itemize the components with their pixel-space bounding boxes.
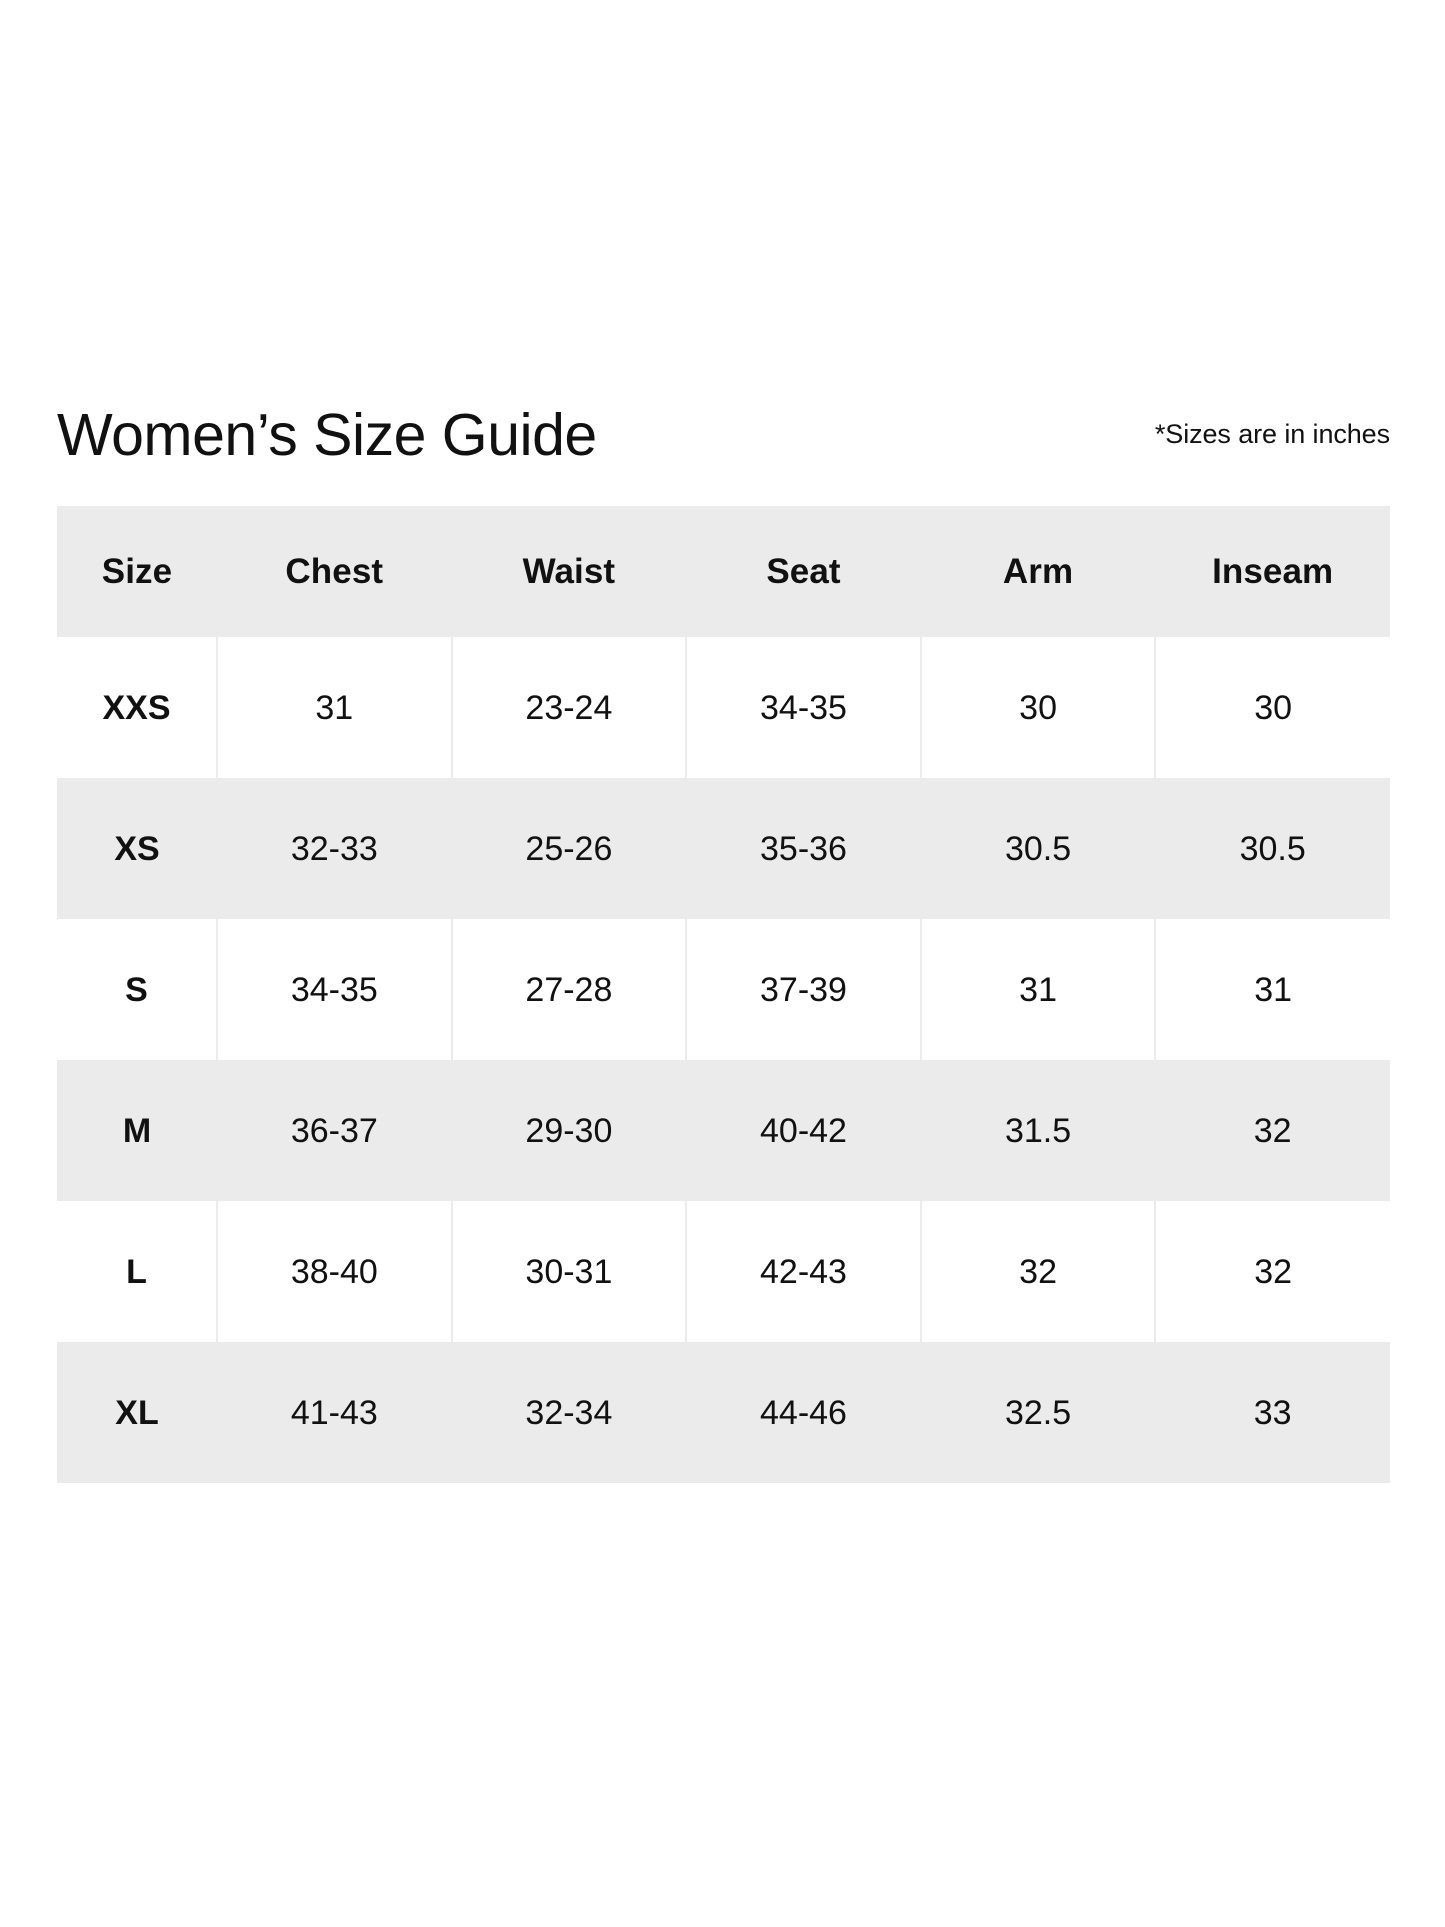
cell-size: S bbox=[125, 970, 148, 1009]
cell-arm: 30 bbox=[919, 637, 1156, 778]
cell-waist: 29-30 bbox=[525, 1111, 613, 1150]
cell-size: XXS bbox=[102, 688, 171, 727]
cell-size: XL bbox=[115, 1393, 159, 1432]
table-row: L 38-40 30-31 42-43 32 32 bbox=[57, 1201, 1390, 1342]
cell-size: XS bbox=[114, 829, 160, 868]
cell-chest: 31 bbox=[216, 637, 452, 778]
table-row: M 36-37 29-30 40-42 31.5 32 bbox=[57, 1060, 1390, 1201]
cell-seat: 37-39 bbox=[685, 919, 921, 1060]
column-header-size: Size bbox=[101, 552, 173, 591]
page-header: Women’s Size Guide *Sizes are in inches bbox=[57, 365, 1390, 506]
table-row: XL 41-43 32-34 44-46 32.5 33 bbox=[57, 1342, 1390, 1483]
column-header-inseam: Inseam bbox=[1212, 552, 1334, 591]
cell-inseam: 31 bbox=[1154, 919, 1390, 1060]
size-table-container: Size Chest Waist Seat Arm Inseam XXS 31 … bbox=[57, 506, 1390, 1483]
page-title: Women’s Size Guide bbox=[57, 401, 597, 468]
cell-seat: 35-36 bbox=[760, 829, 847, 868]
units-note: *Sizes are in inches bbox=[1154, 418, 1390, 449]
cell-arm: 31.5 bbox=[1004, 1111, 1072, 1150]
cell-size: L bbox=[126, 1252, 147, 1291]
size-chart-table: Size Chest Waist Seat Arm Inseam XXS 31 … bbox=[57, 506, 1390, 1483]
table-body: XXS 31 23-24 34-35 30 30 XS 32-33 25-26 … bbox=[57, 637, 1390, 1483]
table-header-row: Size Chest Waist Seat Arm Inseam bbox=[57, 506, 1390, 637]
cell-inseam: 33 bbox=[1253, 1393, 1292, 1432]
cell-chest: 38-40 bbox=[216, 1201, 452, 1342]
cell-seat: 40-42 bbox=[760, 1111, 847, 1150]
table-row: S 34-35 27-28 37-39 31 31 bbox=[57, 919, 1390, 1060]
cell-chest: 36-37 bbox=[290, 1111, 378, 1150]
cell-inseam: 32 bbox=[1253, 1111, 1292, 1150]
cell-arm: 31 bbox=[919, 919, 1156, 1060]
cell-waist: 30-31 bbox=[450, 1201, 687, 1342]
cell-arm: 32.5 bbox=[1004, 1393, 1072, 1432]
column-header-waist: Waist bbox=[522, 552, 616, 591]
cell-arm: 30.5 bbox=[1004, 829, 1072, 868]
cell-waist: 23-24 bbox=[450, 637, 687, 778]
cell-seat: 34-35 bbox=[685, 637, 921, 778]
table-row: XXS 31 23-24 34-35 30 30 bbox=[57, 637, 1390, 778]
cell-waist: 27-28 bbox=[450, 919, 687, 1060]
cell-waist: 25-26 bbox=[525, 829, 613, 868]
cell-seat: 44-46 bbox=[760, 1393, 847, 1432]
table-header: Size Chest Waist Seat Arm Inseam bbox=[57, 506, 1390, 637]
cell-arm: 32 bbox=[919, 1201, 1156, 1342]
table-row: XS 32-33 25-26 35-36 30.5 30.5 bbox=[57, 778, 1390, 919]
column-header-arm: Arm bbox=[1002, 552, 1074, 591]
cell-seat: 42-43 bbox=[685, 1201, 921, 1342]
column-header-chest: Chest bbox=[285, 552, 384, 591]
cell-inseam: 30 bbox=[1154, 637, 1390, 778]
cell-size: M bbox=[122, 1111, 152, 1150]
cell-chest: 34-35 bbox=[216, 919, 452, 1060]
cell-chest: 32-33 bbox=[290, 829, 378, 868]
cell-chest: 41-43 bbox=[290, 1393, 378, 1432]
cell-inseam: 32 bbox=[1154, 1201, 1390, 1342]
cell-waist: 32-34 bbox=[525, 1393, 613, 1432]
cell-inseam: 30.5 bbox=[1239, 829, 1306, 868]
column-header-seat: Seat bbox=[766, 552, 841, 591]
